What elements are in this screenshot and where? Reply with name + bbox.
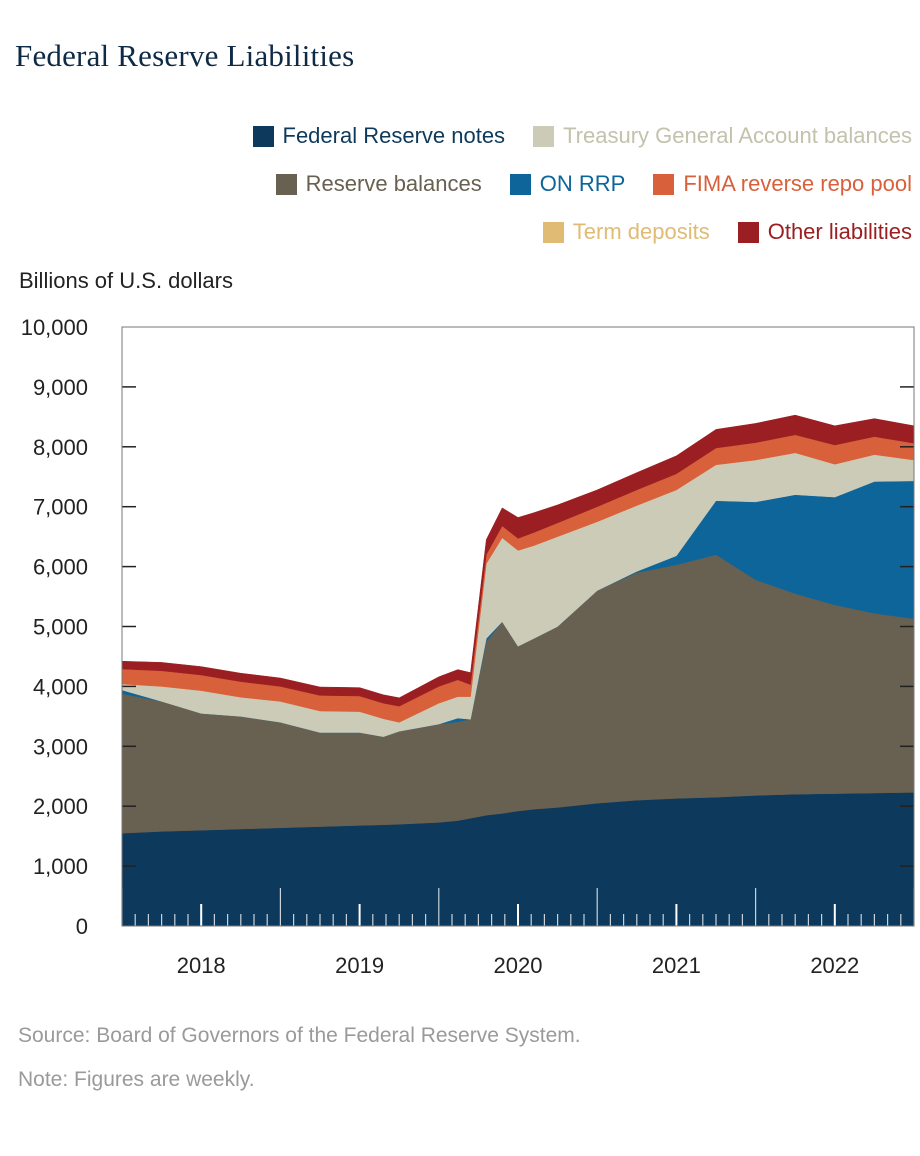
legend-row: Reserve balances ON RRP FIMA reverse rep… [12,160,912,208]
legend-item-treasury-general-account: Treasury General Account balances [533,123,912,149]
x-tick-label: 2019 [335,953,384,978]
y-axis-ticks [122,386,914,867]
y-tick-label: 5,000 [33,615,88,640]
legend-item-term-deposits: Term deposits [542,219,710,245]
legend-item-reserve-balances: Reserve balances [275,171,482,197]
x-tick-label: 2022 [810,953,859,978]
y-tick-label: 1,000 [33,854,88,879]
legend-label: Federal Reserve notes [282,123,506,148]
x-axis-tick-labels: 2018 2019 2020 2021 2022 [177,953,860,978]
legend-label: FIMA reverse repo pool [683,171,912,196]
legend-swatch [653,173,675,195]
legend-swatch [252,125,274,147]
y-tick-label: 7,000 [33,495,88,520]
plot-frame [121,326,915,927]
y-tick-label: 2,000 [33,794,88,819]
legend-label: Term deposits [572,219,710,244]
legend-swatch [737,221,759,243]
y-tick-label: 8,000 [33,435,88,460]
legend-swatch [542,221,564,243]
page-title: Federal Reserve Liabilities [15,38,355,73]
legend-item-other-liabilities: Other liabilities [737,219,912,245]
legend-row: Federal Reserve notes Treasury General A… [12,112,912,160]
y-tick-label: 9,000 [33,375,88,400]
legend-label: Reserve balances [305,171,482,196]
y-tick-label: 3,000 [33,734,88,759]
y-tick-label: 10,000 [21,315,88,340]
legend-item-federal-reserve-notes: Federal Reserve notes [252,123,506,149]
legend-swatch [533,125,555,147]
x-tick-label: 2021 [652,953,701,978]
y-tick-label: 0 [76,914,88,939]
legend-swatch [509,173,531,195]
y-tick-label: 6,000 [33,555,88,580]
legend-label: Treasury General Account balances [563,123,912,148]
legend-label: Other liabilities [767,219,912,244]
source-note: Source: Board of Governors of the Federa… [18,1024,581,1047]
y-tick-label: 4,000 [33,674,88,699]
footnote: Note: Figures are weekly. [18,1068,255,1091]
y-axis-label: Billions of U.S. dollars [19,268,233,293]
chart-areas [121,414,915,927]
chart: 0 1,000 2,000 3,000 4,000 5,000 6,000 7,000 8,00… [21,315,915,978]
y-axis-tick-labels: 0 1,000 2,000 3,000 4,000 5,000 6,000 7,000 8,00… [21,315,88,939]
x-tick-label: 2020 [494,953,543,978]
legend: Federal Reserve notes Treasury General A… [12,112,912,256]
legend-row: Term deposits Other liabilities [12,208,912,256]
x-tick-label: 2018 [177,953,226,978]
legend-label: ON RRP [539,171,626,196]
legend-swatch [275,173,297,195]
legend-item-on-rrp: ON RRP [509,171,626,197]
legend-item-fima-reverse-repo-pool: FIMA reverse repo pool [653,171,912,197]
